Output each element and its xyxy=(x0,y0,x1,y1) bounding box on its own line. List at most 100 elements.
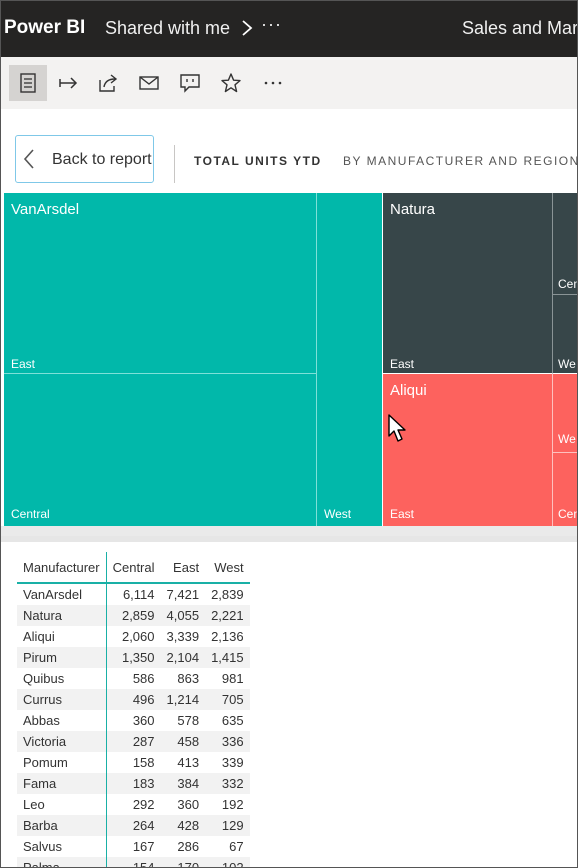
cell-value: 496 xyxy=(106,689,161,710)
data-table: Manufacturer Central East West VanArsdel… xyxy=(17,552,250,867)
export-button[interactable] xyxy=(50,65,88,101)
cell-value: 2,859 xyxy=(106,605,161,626)
view-list-button[interactable] xyxy=(9,65,47,101)
section-gap xyxy=(1,526,577,536)
column-header-west[interactable]: West xyxy=(205,552,250,584)
cell-value: 635 xyxy=(221,713,244,728)
treemap-vanarsdel-west[interactable]: West xyxy=(317,193,382,526)
share-button[interactable] xyxy=(89,65,127,101)
cell-value: 413 xyxy=(177,755,200,770)
table-row[interactable]: Leo 292 360 192 xyxy=(17,794,250,815)
table-row[interactable]: VanArsdel 6,114 7,421 2,839 xyxy=(17,583,250,605)
cell-value: 336 xyxy=(205,731,250,752)
table-row[interactable]: Quibus 586 863 981 xyxy=(17,668,250,689)
cell-value: 428 xyxy=(160,815,206,836)
table-row[interactable]: Fama 183 384 332 xyxy=(17,773,250,794)
cell-manufacturer: Leo xyxy=(17,794,107,815)
more-options-button[interactable] xyxy=(254,65,292,101)
treemap-vanarsdel-central[interactable]: Central xyxy=(4,374,317,526)
focus-header: Back to report TOTAL UNITS YTD BY MANUFA… xyxy=(1,109,578,193)
cell-value: 360 xyxy=(132,713,155,728)
treemap-visual: VanArsdel East Central West Natura East … xyxy=(1,193,578,526)
treemap-label-aliqui: Aliqui xyxy=(390,382,427,399)
cell-manufacturer: Palma xyxy=(17,857,107,867)
treemap-label-vanarsdel: VanArsdel xyxy=(11,201,80,218)
treemap-natura-west[interactable]: We xyxy=(553,295,577,374)
cell-value: 1,214 xyxy=(160,689,206,710)
cell-value: 286 xyxy=(177,839,200,854)
cell-value: 2,060 xyxy=(121,629,155,644)
cell-value: 360 xyxy=(177,797,200,812)
header-divider xyxy=(174,145,175,183)
cell-value: 4,055 xyxy=(160,605,206,626)
cell-manufacturer: Natura xyxy=(17,605,107,626)
data-table-panel: Manufacturer Central East West VanArsdel… xyxy=(1,536,577,867)
cell-manufacturer: Barba xyxy=(17,815,107,836)
treemap-label-natura-central: Cen xyxy=(558,277,578,291)
cell-manufacturer: Fama xyxy=(17,773,107,794)
column-header-central[interactable]: Central xyxy=(106,552,161,584)
table-row[interactable]: Palma 154 170 102 xyxy=(17,857,250,867)
cell-value: 102 xyxy=(205,857,250,867)
treemap-natura-east[interactable]: Natura East xyxy=(382,193,553,374)
cell-value: 264 xyxy=(106,815,161,836)
mouse-pointer-icon xyxy=(388,414,406,442)
share-icon xyxy=(99,74,118,92)
cell-manufacturer: VanArsdel xyxy=(17,583,107,605)
table-row[interactable]: Aliqui 2,060 3,339 2,136 xyxy=(17,626,250,647)
cell-value: 458 xyxy=(160,731,206,752)
cell-value: 332 xyxy=(205,773,250,794)
column-header-manufacturer[interactable]: Manufacturer xyxy=(17,552,107,584)
cell-value: 1,350 xyxy=(106,647,161,668)
cell-value: 2,839 xyxy=(211,587,244,602)
cell-value: 167 xyxy=(132,839,155,854)
treemap-natura-central[interactable]: Cen xyxy=(553,193,578,295)
cell-value: 170 xyxy=(160,857,206,867)
table-row[interactable]: Barba 264 428 129 xyxy=(17,815,250,836)
back-label: Back to report xyxy=(52,151,152,168)
table-row[interactable]: Salvus 167 286 67 xyxy=(17,836,250,857)
treemap-label-natura: Natura xyxy=(390,201,436,218)
email-button[interactable] xyxy=(130,65,168,101)
cell-value: 981 xyxy=(221,671,244,686)
visual-subtitle: BY MANUFACTURER AND REGION xyxy=(343,154,578,168)
app-brand[interactable]: Power BI xyxy=(4,17,86,38)
cell-value: 287 xyxy=(106,731,161,752)
table-header-row: Manufacturer Central East West xyxy=(17,552,250,584)
table-row[interactable]: Abbas 360 578 635 xyxy=(17,710,250,731)
favorite-button[interactable] xyxy=(212,65,250,101)
cell-value: 129 xyxy=(205,815,250,836)
breadcrumb-more-button[interactable]: ··· xyxy=(261,14,282,34)
treemap-aliqui-west[interactable]: We xyxy=(553,374,577,453)
cell-value: 3,339 xyxy=(166,629,200,644)
treemap-label-vanarsdel-west: West xyxy=(324,507,352,521)
back-to-report-button[interactable]: Back to report xyxy=(15,135,154,183)
treemap-vanarsdel-east[interactable]: VanArsdel East xyxy=(4,193,317,374)
treemap-label-vanarsdel-east: East xyxy=(11,357,36,371)
cell-manufacturer: Quibus xyxy=(17,668,107,689)
treemap-aliqui-central[interactable]: Cen xyxy=(553,453,577,526)
cell-manufacturer: Victoria xyxy=(17,731,107,752)
cell-value: 6,114 xyxy=(122,587,155,602)
treemap-label-vanarsdel-central: Central xyxy=(11,507,50,521)
arrow-to-bar-icon xyxy=(59,77,78,89)
table-row[interactable]: Currus 496 1,214 705 xyxy=(17,689,250,710)
column-header-east[interactable]: East xyxy=(160,552,206,584)
treemap-label-natura-east: East xyxy=(390,357,415,371)
cell-value: 384 xyxy=(160,773,206,794)
table-row[interactable]: Victoria 287 458 336 xyxy=(17,731,250,752)
cell-value: 2,104 xyxy=(160,647,206,668)
cell-value: 2,136 xyxy=(211,629,244,644)
cell-value: 158 xyxy=(132,755,155,770)
star-icon xyxy=(221,73,241,93)
table-row[interactable]: Natura 2,859 4,055 2,221 xyxy=(17,605,250,626)
cell-manufacturer: Pomum xyxy=(17,752,107,773)
comment-button[interactable] xyxy=(171,65,209,101)
table-row[interactable]: Pomum 158 413 339 xyxy=(17,752,250,773)
table-row[interactable]: Pirum 1,350 2,104 1,415 xyxy=(17,647,250,668)
cell-value: 192 xyxy=(221,797,244,812)
breadcrumb-shared[interactable]: Shared with me xyxy=(105,18,231,38)
treemap-aliqui-east[interactable]: Aliqui East xyxy=(382,374,553,526)
list-view-icon xyxy=(20,73,36,93)
